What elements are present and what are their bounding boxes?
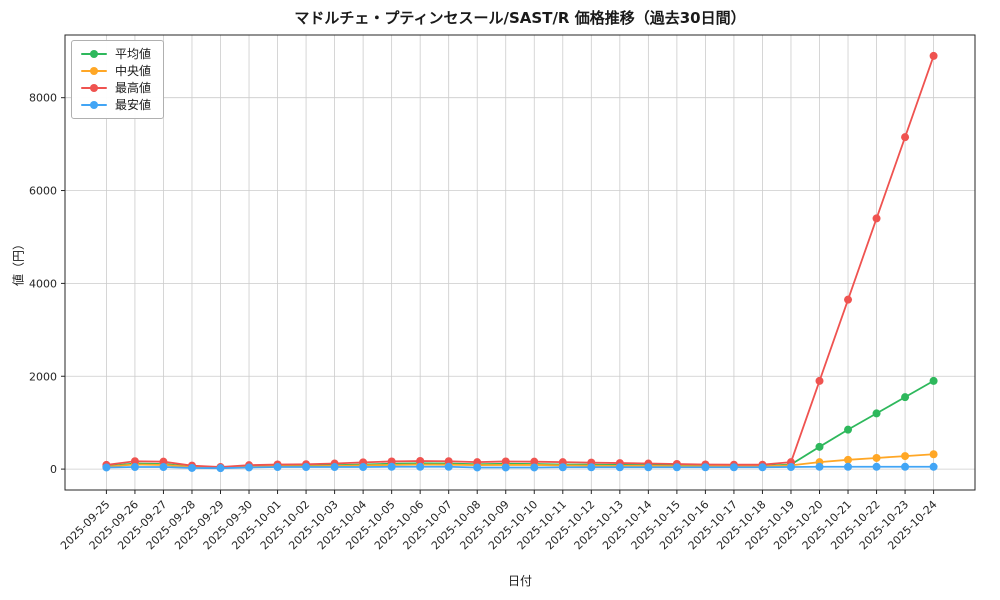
series-line-average [105,379,935,469]
legend-marker-icon [81,101,107,109]
series-marker-min [302,463,311,472]
series-marker-average [844,425,853,434]
series-marker-min [587,463,596,472]
series-marker-min [901,462,910,471]
series-marker-max [416,456,425,465]
legend-item-label: 中央値 [115,64,152,78]
series-marker-min [729,463,738,472]
series-marker-min [216,464,225,473]
series-marker-average [815,442,824,451]
y-tick-label: 2000 [29,370,57,383]
series-marker-max [901,133,910,142]
series-marker-max [872,214,881,223]
y-tick-label: 4000 [29,277,57,290]
series-marker-median [929,450,938,459]
series-marker-max [130,457,139,466]
series-marker-min [245,463,254,472]
series-marker-min [444,462,453,471]
legend-item-label: 平均値 [115,47,152,61]
series-marker-max [444,457,453,466]
series-marker-min [102,463,111,472]
series-marker-min [273,463,282,472]
legend: 平均値中央値最高値最安値 [71,40,165,119]
series-marker-min [872,462,881,471]
series-marker-min [701,463,710,472]
y-axis-label: 値（円） [11,237,26,287]
series-marker-min [672,463,681,472]
y-tick-label: 8000 [29,92,57,105]
series-marker-min [558,463,567,472]
series-marker-min [844,462,853,471]
series-marker-min [530,463,539,472]
series-marker-median [844,455,853,464]
x-axis-label: 日付 [507,574,532,588]
chart-title: マドルチェ・プティンセスール/SAST/R 価格推移（過去30日間） [294,9,746,27]
legend-item-median: 中央値 [81,65,151,77]
series-marker-min [615,463,624,472]
series-marker-min [359,463,368,472]
legend-marker-icon [81,50,107,58]
series-marker-max [501,457,510,466]
series-marker-min [758,463,767,472]
series-marker-max [530,457,539,466]
series-marker-average [901,393,910,402]
series-marker-max [844,295,853,304]
series-marker-median [901,452,910,461]
legend-marker-icon [81,67,107,75]
series-marker-min [330,463,339,472]
series-line-max [105,54,935,468]
legend-item-max: 最高値 [81,82,151,94]
series-marker-median [872,453,881,462]
series-marker-min [815,462,824,471]
series-marker-min [501,463,510,472]
y-tick-label: 6000 [29,185,57,198]
series-marker-min [416,462,425,471]
series-marker-max [815,376,824,385]
plot-border [64,34,976,491]
series-line-min [105,465,935,470]
legend-item-min: 最安値 [81,99,151,111]
series-marker-min [473,463,482,472]
series-marker-min [159,463,168,472]
series-marker-average [929,376,938,385]
series-marker-average [872,409,881,418]
y-tick-label: 0 [50,463,57,476]
series-marker-min [786,463,795,472]
legend-item-label: 最高値 [115,81,152,95]
series-marker-min [387,462,396,471]
legend-item-average: 平均値 [81,48,151,60]
series-marker-min [187,463,196,472]
series-marker-min [644,463,653,472]
series-marker-max [929,51,938,60]
legend-item-label: 最安値 [115,98,152,112]
series-marker-min [130,463,139,472]
legend-marker-icon [81,84,107,92]
series-marker-min [929,462,938,471]
